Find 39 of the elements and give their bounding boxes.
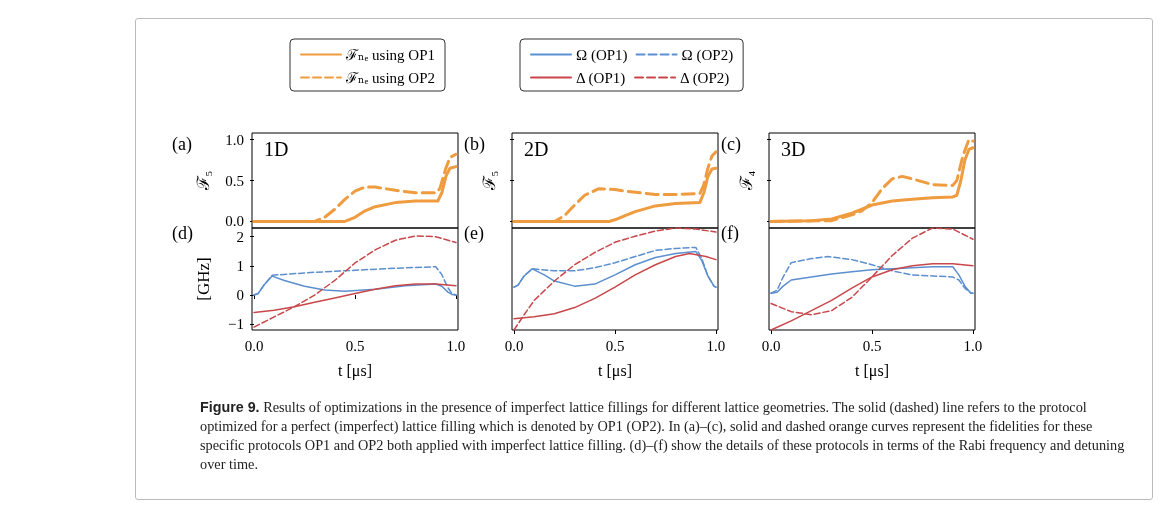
y-tick-label: 2: [236, 228, 244, 245]
y-axis-title: [GHz]: [194, 257, 213, 301]
text: (f): [721, 223, 739, 244]
x-tick-label: 0.5: [862, 337, 882, 354]
x-tick-label: 1.0: [446, 337, 466, 354]
x-tick-label: 0.0: [761, 337, 781, 354]
legend-label: ℱₙₑ using OP1: [345, 46, 436, 63]
y-tick-label: 1.0: [225, 131, 244, 148]
y-tick-label: 0: [236, 287, 244, 304]
y-axis-title: ℱ₅: [480, 170, 499, 192]
annotation: 2D: [524, 138, 549, 160]
caption: Figure 9.: [200, 399, 260, 415]
y-tick-label: 0.0: [225, 213, 244, 230]
x-axis-title: t [μs]: [855, 361, 889, 380]
annotation: 1D: [264, 138, 289, 160]
legend-label: Δ (OP2): [680, 69, 730, 87]
x-tick-label: 0.5: [605, 337, 625, 354]
line-series: [253, 235, 457, 328]
legend-label: Δ (OP1): [576, 69, 626, 87]
y-tick-label: 0.5: [225, 172, 244, 189]
x-axis-title: t [μs]: [338, 361, 372, 380]
y-tick-label: 1: [236, 257, 244, 274]
x-tick-label: 1.0: [963, 337, 983, 354]
x-tick-label: 0.0: [504, 337, 524, 354]
y-axis-title: ℱ₄: [737, 170, 756, 192]
annotation: 3D: [781, 138, 806, 160]
text: (d): [172, 223, 193, 244]
text: (b): [464, 134, 485, 155]
text: (e): [464, 223, 484, 244]
text: (c): [721, 134, 741, 155]
y-tick-label: −1: [228, 316, 244, 333]
legend-label: Ω (OP2): [681, 46, 734, 64]
x-axis-title: t [μs]: [598, 361, 632, 380]
y-axis-title: ℱ₅: [194, 170, 213, 192]
legend-label: ℱₙₑ using OP2: [345, 69, 436, 86]
x-tick-label: 0.5: [345, 337, 365, 354]
legend-label: Ω (OP1): [576, 46, 628, 64]
text: (a): [172, 134, 192, 155]
x-tick-label: 1.0: [706, 337, 726, 354]
